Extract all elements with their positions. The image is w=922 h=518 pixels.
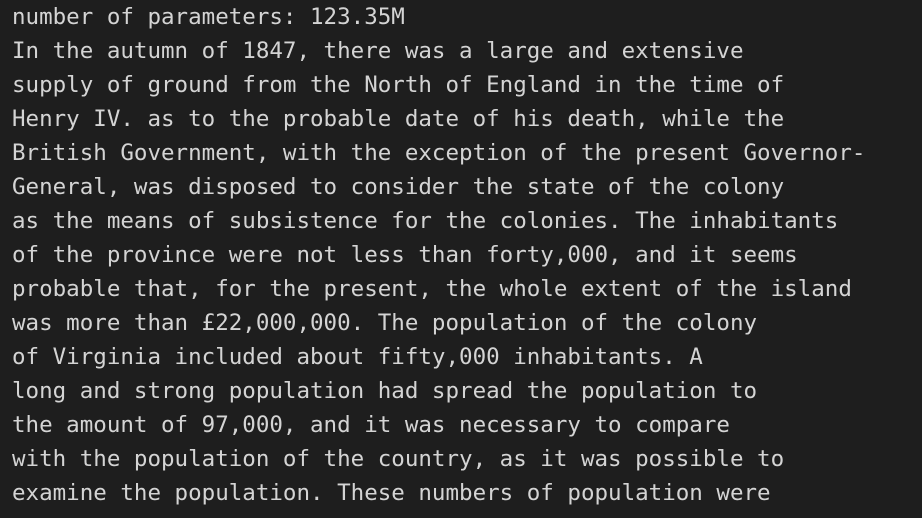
terminal-line: the amount of 97,000, and it was necessa…: [12, 412, 730, 438]
terminal-line: probable that, for the present, the whol…: [12, 276, 852, 302]
terminal-line: of Virginia included about fifty,000 inh…: [12, 344, 703, 370]
terminal-line: In the autumn of 1847, there was a large…: [12, 38, 744, 64]
terminal-line: General, was disposed to consider the st…: [12, 174, 785, 200]
terminal-line: Henry IV. as to the probable date of his…: [12, 106, 785, 132]
terminal-line: of the province were not less than forty…: [12, 242, 798, 268]
terminal-line: examine the population. These numbers of…: [12, 480, 771, 506]
terminal-line: long and strong population had spread th…: [12, 378, 758, 404]
terminal-line: as the means of subsistence for the colo…: [12, 208, 839, 234]
terminal-line: number of parameters: 123.35M: [12, 4, 405, 30]
terminal-line: British Government, with the exception o…: [12, 140, 866, 166]
terminal-line: with the population of the country, as i…: [12, 446, 785, 472]
terminal-line: was more than £22,000,000. The populatio…: [12, 310, 758, 336]
terminal-line: supply of ground from the North of Engla…: [12, 72, 785, 98]
